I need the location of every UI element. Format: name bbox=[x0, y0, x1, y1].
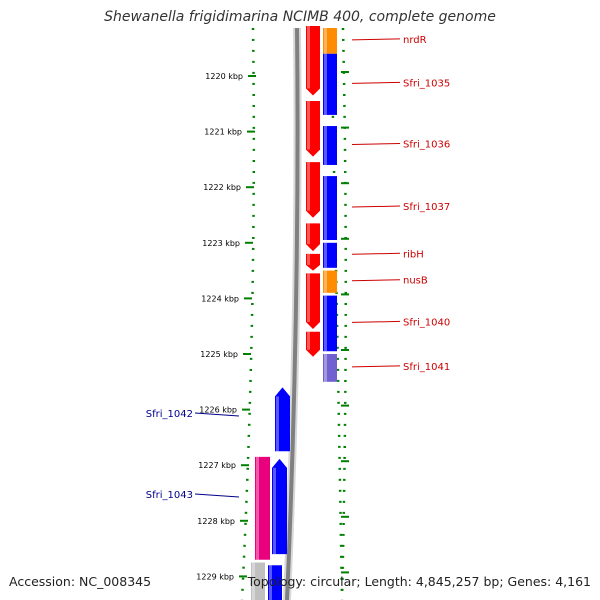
forward-gene-arrow bbox=[306, 223, 320, 252]
gene-label-sfri_1035[interactable]: Sfri_1035 bbox=[403, 78, 450, 89]
accession-text: Accession: NC_008345 bbox=[9, 574, 152, 589]
arrow-highlight bbox=[307, 253, 310, 266]
forward-gene-arrow bbox=[306, 101, 320, 157]
gene-block-nusb bbox=[323, 270, 337, 293]
forward-gene-arrow bbox=[306, 253, 320, 271]
forward-gene-arrow bbox=[306, 162, 320, 218]
reverse-gene-block-lower bbox=[268, 565, 282, 600]
gene-block-nrdr bbox=[323, 28, 337, 54]
coordinate-ticks: 1220 kbp 1221 kbp 1222 kbp 1223 kbp 1224 kbp… bbox=[196, 71, 349, 581]
gene-leader-line bbox=[351, 143, 401, 145]
gene-label-sfri_1043[interactable]: Sfri_1043 bbox=[146, 490, 193, 501]
tick-label: 1220 kbp bbox=[205, 72, 243, 81]
block-highlight bbox=[324, 176, 327, 241]
genome-backbone bbox=[283, 27, 302, 600]
gene-leader-line bbox=[351, 320, 401, 323]
gene-leader-line bbox=[351, 81, 401, 84]
gene-block-sfri_1035 bbox=[323, 53, 337, 115]
tick-label: 1227 kbp bbox=[198, 461, 236, 470]
backbone-line bbox=[285, 27, 300, 600]
tick-label: 1229 kbp bbox=[196, 572, 234, 581]
block-highlight bbox=[324, 354, 327, 382]
gene-block-ribh bbox=[323, 242, 337, 268]
arrow-highlight bbox=[307, 162, 310, 211]
block-highlight bbox=[324, 270, 327, 293]
gene-leader-line bbox=[351, 205, 401, 208]
forward-gene-arrow bbox=[306, 25, 320, 96]
gene-label-nusb[interactable]: nusB bbox=[403, 276, 428, 287]
block-highlight bbox=[324, 295, 327, 352]
gene-leader-line bbox=[194, 493, 240, 498]
gene-label-nrdr[interactable]: nrdR bbox=[403, 35, 427, 46]
block-highlight bbox=[252, 562, 255, 600]
tick-label: 1225 kbp bbox=[200, 350, 238, 359]
arrow-highlight bbox=[276, 396, 279, 452]
tick-label: 1222 kbp bbox=[203, 183, 241, 192]
gene-label-ribh[interactable]: ribH bbox=[403, 249, 424, 260]
dotted-guide-line bbox=[340, 27, 348, 600]
reverse-gene-arrow-sfri_1043 bbox=[272, 458, 287, 555]
gene-leader-line bbox=[351, 38, 401, 41]
gene-label-sfri_1040[interactable]: Sfri_1040 bbox=[403, 317, 450, 328]
tick-label: 1221 kbp bbox=[204, 128, 242, 137]
arrow-highlight bbox=[307, 273, 310, 322]
gray-gene-block bbox=[251, 562, 265, 600]
gene-leader-line bbox=[351, 279, 401, 282]
gene-block-sfri_1041 bbox=[323, 354, 337, 382]
dotted-guide-line bbox=[240, 27, 256, 600]
arrow-highlight bbox=[273, 467, 276, 555]
gene-label-sfri_1036[interactable]: Sfri_1036 bbox=[403, 140, 450, 151]
gene-block-sfri_1036 bbox=[323, 126, 337, 165]
tick-label: 1228 kbp bbox=[197, 517, 235, 526]
tick-label: 1224 kbp bbox=[201, 294, 239, 303]
gene-label-sfri_1042[interactable]: Sfri_1042 bbox=[146, 409, 193, 420]
gene-leader-line bbox=[351, 365, 401, 368]
gene-block-sfri_1037 bbox=[323, 176, 337, 241]
gene-leader-line bbox=[194, 412, 240, 417]
tick-label: 1226 kbp bbox=[199, 406, 237, 415]
arrow-highlight bbox=[307, 101, 310, 150]
arrow-highlight bbox=[307, 331, 310, 350]
block-highlight bbox=[324, 126, 327, 165]
block-highlight bbox=[324, 28, 327, 54]
pink-gene-block bbox=[255, 456, 270, 560]
gene-labels[interactable]: nrdR Sfri_1035 Sfri_1036 Sfri_1037 ribH nusB S… bbox=[146, 35, 450, 501]
forward-gene-arrow bbox=[306, 273, 320, 329]
forward-gene-arrow bbox=[306, 331, 320, 357]
gene-label-sfri_1037[interactable]: Sfri_1037 bbox=[403, 202, 450, 213]
block-highlight bbox=[324, 242, 327, 268]
block-highlight bbox=[256, 456, 259, 560]
gene-block-sfri_1040 bbox=[323, 295, 337, 352]
gene-leader-line bbox=[351, 252, 401, 255]
tick-label: 1223 kbp bbox=[202, 239, 240, 248]
arrow-highlight bbox=[307, 25, 310, 89]
block-highlight bbox=[269, 565, 272, 600]
gene-features[interactable] bbox=[251, 25, 337, 600]
arrow-highlight bbox=[307, 223, 310, 245]
gene-label-sfri_1041[interactable]: Sfri_1041 bbox=[403, 362, 450, 373]
genome-stats-text: Topology: circular; Length: 4,845,257 bp… bbox=[247, 574, 591, 589]
reverse-gene-arrow-sfri_1042 bbox=[275, 387, 290, 452]
map-title: Shewanella frigidimarina NCIMB 400, comp… bbox=[104, 9, 496, 25]
block-highlight bbox=[324, 53, 327, 115]
